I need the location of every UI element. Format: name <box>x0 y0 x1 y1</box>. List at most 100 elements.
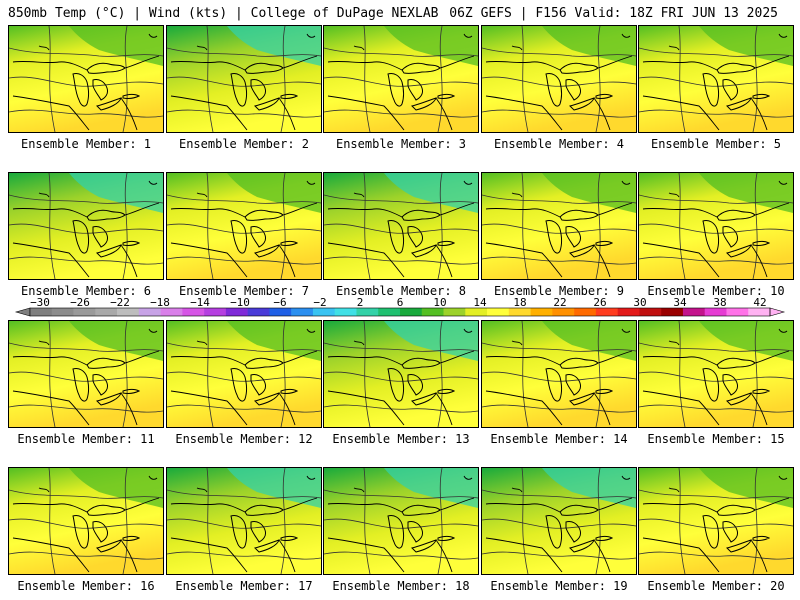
height-contour <box>363 468 371 574</box>
ensemble-member-label: Ensemble Member: 4 <box>493 137 625 151</box>
height-contour <box>9 518 163 529</box>
ensemble-member-label: Ensemble Member: 17 <box>175 579 313 593</box>
temperature-field-map <box>482 321 636 427</box>
great-lakes-outline <box>72 209 141 258</box>
cool-air-region <box>699 26 793 66</box>
great-lakes-outline <box>230 62 299 111</box>
cool-air-region <box>542 173 636 213</box>
height-contour <box>639 342 793 352</box>
colorbar-tick-label: 30 <box>633 296 646 309</box>
height-contour <box>167 223 321 234</box>
height-contour <box>48 173 56 279</box>
ensemble-member-map <box>638 172 794 280</box>
height-contour <box>122 321 128 427</box>
colorbar-segment <box>682 308 706 316</box>
ensemble-member-map <box>8 320 164 428</box>
height-contour <box>324 551 478 560</box>
ensemble-member-map <box>638 320 794 428</box>
height-contour <box>595 468 601 574</box>
temperature-field-map <box>324 173 478 279</box>
colorbar-segment <box>400 308 423 316</box>
height-contour <box>437 26 443 132</box>
height-contour <box>639 194 793 204</box>
colorbar-tick-label: −2 <box>313 296 326 309</box>
coastline <box>12 328 160 426</box>
height-contour <box>48 468 56 574</box>
colorbar-segment <box>530 308 553 316</box>
height-contour <box>324 256 478 265</box>
colorbar-segment <box>182 308 205 316</box>
height-contour <box>9 404 163 413</box>
height-contour <box>437 321 443 427</box>
temperature-field-map <box>482 173 636 279</box>
colorbar-segment <box>465 308 488 316</box>
coastline <box>12 475 160 573</box>
ensemble-member-map <box>166 320 322 428</box>
coastline <box>485 180 633 278</box>
height-contour <box>206 173 214 279</box>
great-lakes-outline <box>387 504 456 553</box>
height-contour <box>280 26 286 132</box>
height-contour <box>324 109 478 118</box>
colorbar-segment <box>51 308 74 316</box>
colorbar-segment <box>225 308 248 316</box>
ensemble-member-map <box>481 467 637 575</box>
great-lakes-outline <box>545 357 614 406</box>
coastline <box>485 328 633 426</box>
ensemble-member-map <box>481 320 637 428</box>
height-contour <box>167 404 321 413</box>
height-contour <box>678 173 686 279</box>
ensemble-member-label: Ensemble Member: 1 <box>20 137 152 151</box>
cool-air-region <box>699 321 793 361</box>
cool-air-region <box>542 468 636 508</box>
height-contour <box>122 173 128 279</box>
ensemble-member-map <box>8 172 164 280</box>
temperature-field-map <box>9 321 163 427</box>
ensemble-member-label: Ensemble Member: 10 <box>647 284 785 298</box>
ensemble-member-label: Ensemble Member: 11 <box>17 432 155 446</box>
ensemble-member-map <box>323 25 479 133</box>
colorbar-tick-label: −18 <box>150 296 170 309</box>
height-contour <box>678 321 686 427</box>
ensemble-member-label: Ensemble Member: 6 <box>20 284 152 298</box>
colorbar-segment <box>356 308 379 316</box>
colorbar-tick-label: 14 <box>473 296 487 309</box>
ensemble-member-label: Ensemble Member: 19 <box>490 579 628 593</box>
temperature-field-map <box>167 468 321 574</box>
ensemble-member-map <box>166 172 322 280</box>
temperature-field-map <box>324 321 478 427</box>
cool-air-region <box>227 321 321 361</box>
cool-air-region <box>227 26 321 66</box>
height-contour <box>595 26 601 132</box>
height-contour <box>482 342 636 352</box>
height-contour <box>521 26 529 132</box>
height-contour <box>639 223 793 234</box>
temperature-field-map <box>639 26 793 132</box>
height-contour <box>482 223 636 234</box>
great-lakes-outline <box>545 504 614 553</box>
height-contour <box>206 321 214 427</box>
colorbar-segment <box>334 308 357 316</box>
model-run-info: 06Z GEFS | F156 Valid: 18Z FRI JUN 13 20… <box>449 6 778 21</box>
temperature-field-map <box>167 321 321 427</box>
colorbar-tick-label: 2 <box>357 296 364 309</box>
height-contour <box>639 518 793 529</box>
great-lakes-outline <box>702 62 771 111</box>
chart-title: 850mb Temp (°C) | Wind (kts) | College o… <box>8 6 439 21</box>
temperature-field-map <box>482 468 636 574</box>
colorbar-segment <box>73 308 96 316</box>
temperature-field-map <box>324 26 478 132</box>
colorbar-segment <box>617 308 640 316</box>
cool-air-region <box>69 26 163 66</box>
great-lakes-outline <box>387 62 456 111</box>
colorbar-segment <box>748 308 771 316</box>
height-contour <box>280 468 286 574</box>
cool-air-region <box>69 321 163 361</box>
cool-air-region <box>384 468 478 508</box>
coastline <box>485 33 633 131</box>
height-contour <box>639 551 793 560</box>
coastline <box>170 33 318 131</box>
height-contour <box>639 489 793 499</box>
height-contour <box>639 371 793 382</box>
height-contour <box>752 321 758 427</box>
